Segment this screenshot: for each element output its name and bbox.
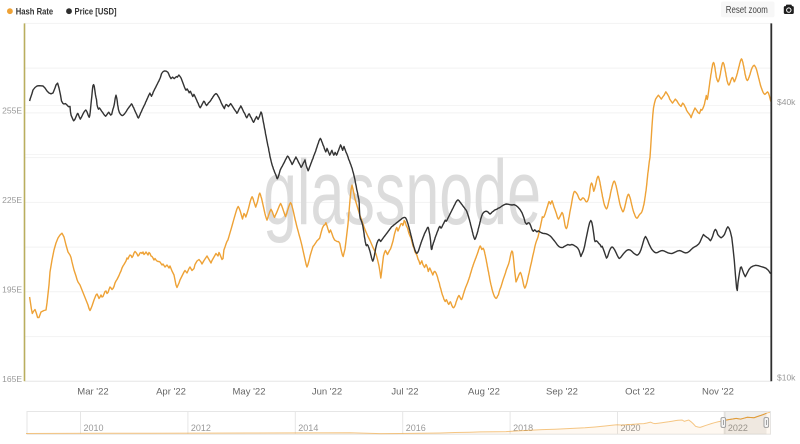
- svg-text:glassnode: glassnode: [263, 142, 541, 244]
- svg-text:Hash Rate: Hash Rate: [16, 6, 54, 17]
- svg-text:Apr '22: Apr '22: [156, 387, 186, 398]
- svg-text:Sep '22: Sep '22: [546, 387, 578, 398]
- svg-text:Price [USD]: Price [USD]: [75, 6, 117, 17]
- svg-text:2014: 2014: [298, 423, 318, 433]
- svg-text:$40k: $40k: [777, 97, 796, 107]
- svg-text:$10k: $10k: [777, 373, 796, 383]
- svg-text:225E: 225E: [2, 195, 22, 205]
- svg-text:2018: 2018: [513, 423, 533, 433]
- svg-text:Jul '22: Jul '22: [391, 387, 418, 398]
- svg-text:Nov '22: Nov '22: [702, 387, 734, 398]
- svg-text:Oct '22: Oct '22: [625, 387, 655, 398]
- svg-text:Aug '22: Aug '22: [468, 387, 500, 398]
- svg-text:195E: 195E: [2, 284, 22, 294]
- svg-text:2022: 2022: [728, 423, 748, 433]
- svg-text:Jun '22: Jun '22: [312, 387, 342, 398]
- svg-text:Mar '22: Mar '22: [77, 387, 108, 398]
- svg-text:2010: 2010: [84, 423, 104, 433]
- svg-text:2012: 2012: [191, 423, 211, 433]
- svg-text:165E: 165E: [2, 374, 22, 384]
- svg-text:May '22: May '22: [233, 387, 266, 398]
- svg-text:255E: 255E: [2, 106, 22, 116]
- svg-text:2020: 2020: [621, 423, 641, 433]
- svg-text:Reset zoom: Reset zoom: [726, 4, 768, 16]
- svg-text:2016: 2016: [406, 423, 426, 433]
